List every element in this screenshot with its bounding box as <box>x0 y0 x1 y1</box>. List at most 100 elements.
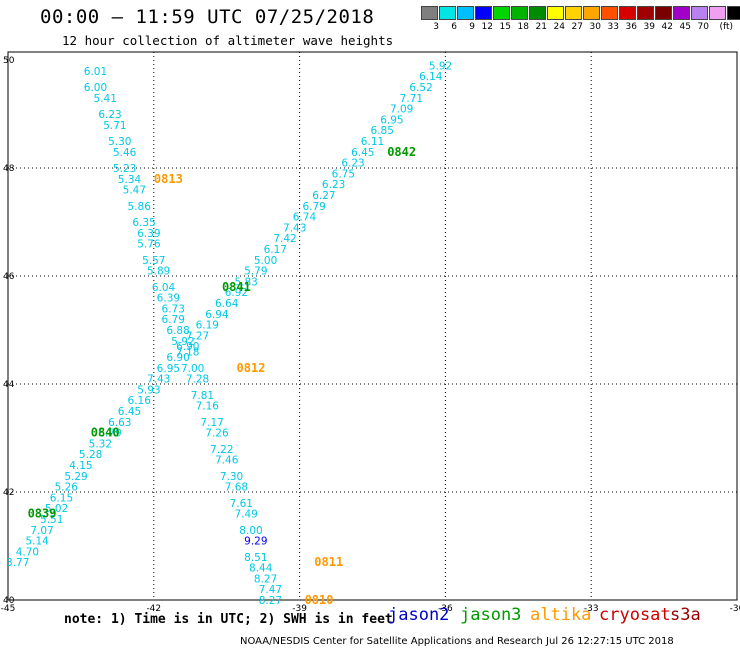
wave-height-value: 7.61 <box>230 498 253 510</box>
footnote: note: 1) Time is in UTC; 2) SWH is in fe… <box>64 612 393 627</box>
pass-time-label: 0839 <box>28 507 57 521</box>
y-tick-label: 40 <box>3 596 15 606</box>
wave-height-value: 7.28 <box>186 374 209 386</box>
legend-swatch <box>421 6 439 20</box>
legend-label: 30 <box>589 22 601 32</box>
wave-height-value: 7.47 <box>259 584 282 596</box>
wave-height-value: 6.39 <box>137 228 160 240</box>
pass-time-label: 0840 <box>91 426 120 440</box>
wave-height-value: 6.17 <box>264 244 287 256</box>
wave-height-value: 6.04 <box>152 282 176 294</box>
legend-label: 21 <box>535 22 547 32</box>
wave-height-value: 6.35 <box>132 217 155 229</box>
legend-label: 39 <box>643 22 655 32</box>
wave-height-value: 7.18 <box>176 347 199 359</box>
x-tick-label: -36 <box>438 604 453 614</box>
wave-height-value: 6.92 <box>225 287 248 299</box>
wave-height-value: 6.63 <box>108 417 131 429</box>
wave-height-value: 9.29 <box>244 536 267 548</box>
wave-height-value: 5.92 <box>429 60 452 72</box>
wave-height-value: 6.85 <box>371 125 394 137</box>
legend-swatch <box>708 6 727 20</box>
wave-height-value: 8.51 <box>244 552 267 564</box>
wave-height-value: 5.83 <box>234 276 257 288</box>
pass-time-label: 0812 <box>237 361 266 375</box>
legend-swatch <box>510 6 529 20</box>
x-tick-label: -39 <box>292 604 307 614</box>
legend-swatch <box>600 6 619 20</box>
wave-height-value: 7.26 <box>205 428 229 440</box>
wave-height-value: 7.68 <box>225 482 248 494</box>
satellite-jason2: jason2 <box>388 605 450 625</box>
wave-height-value: 6.14 <box>419 71 443 83</box>
x-tick-label: -30 <box>730 604 740 614</box>
wave-height-value: 7.43 <box>283 222 306 234</box>
wave-height-value: 7.42 <box>273 233 296 245</box>
color-legend <box>421 6 740 20</box>
wave-height-value: 7.49 <box>234 509 257 521</box>
wave-height-value: 7.22 <box>210 444 233 456</box>
wave-height-value: 5.32 <box>89 438 112 450</box>
x-tick-label: -33 <box>584 604 599 614</box>
wave-height-value: 6.00 <box>84 82 107 94</box>
wave-height-value: 6.16 <box>128 395 152 407</box>
wave-height-value: 5.79 <box>244 266 267 278</box>
wave-height-value: 6.75 <box>332 168 355 180</box>
page-title: 00:00 — 11:59 UTC 07/25/2018 <box>40 6 375 28</box>
legend-label: 36 <box>625 22 637 32</box>
wave-height-value: 3.77 <box>6 557 29 569</box>
wave-height-value: 5.51 <box>40 514 63 526</box>
pass-time-label: 0842 <box>387 145 416 159</box>
pass-time-label: 0841 <box>222 280 251 294</box>
wave-height-value: 5.23 <box>113 163 136 175</box>
y-tick-label: 42 <box>3 488 14 498</box>
wave-height-value: 5.30 <box>108 136 131 148</box>
wave-height-value: 6.95 <box>380 114 403 126</box>
legend-label: 27 <box>571 22 583 32</box>
wave-height-value: 6.88 <box>166 325 189 337</box>
legend-label: 9 <box>469 22 475 32</box>
legend-swatch <box>672 6 691 20</box>
wave-height-value: 6.23 <box>98 109 121 121</box>
wave-height-value: 6.64 <box>215 298 239 310</box>
legend-label: 6 <box>451 22 457 32</box>
legend-swatch <box>456 6 475 20</box>
y-tick-label: 46 <box>3 272 15 282</box>
wave-height-value: 5.86 <box>128 201 152 213</box>
satellite-jason3: jason3 <box>460 605 522 625</box>
wave-height-value: 6.79 <box>98 428 121 440</box>
wave-height-value: 6.23 <box>341 158 364 170</box>
wave-height-value: 4.70 <box>16 546 39 558</box>
credit-line: NOAA/NESDIS Center for Satellite Applica… <box>240 636 674 647</box>
wave-height-value: 6.52 <box>409 82 432 94</box>
legend-label: 24 <box>553 22 565 32</box>
wave-height-value: 7.81 <box>191 390 214 402</box>
wave-height-value: 6.45 <box>118 406 141 418</box>
legend-swatch <box>726 6 740 20</box>
wave-height-value: 4.15 <box>69 460 92 472</box>
wave-height-value: 6.19 <box>196 320 219 332</box>
wave-height-value: 5.29 <box>64 471 87 483</box>
wave-height-value: 5.00 <box>254 255 277 267</box>
wave-height-value: 7.16 <box>196 401 220 413</box>
wave-height-value: 6.11 <box>361 136 384 148</box>
legend-label: (ft) <box>719 22 733 32</box>
wave-height-value: 5.28 <box>79 449 102 461</box>
legend-label: 18 <box>517 22 529 32</box>
wave-height-value: 6.95 <box>157 363 180 375</box>
wave-height-value: 5.93 <box>137 384 160 396</box>
wave-height-value: 6.94 <box>205 309 229 321</box>
wave-height-value: 5.71 <box>103 120 126 132</box>
wave-height-value: 5.34 <box>118 174 142 186</box>
pass-time-label: 0811 <box>314 555 343 569</box>
legend-label: 33 <box>607 22 619 32</box>
wave-height-value: 6.39 <box>157 293 180 305</box>
legend-label: 42 <box>661 22 673 32</box>
wave-height-value: 6.73 <box>162 303 185 315</box>
satellite-s3a: s3a <box>670 605 701 625</box>
legend-label: 70 <box>697 22 709 32</box>
wave-height-value: 5.57 <box>142 255 165 267</box>
wave-height-value: 7.71 <box>400 93 423 105</box>
wave-height-value: 5.26 <box>55 482 79 494</box>
